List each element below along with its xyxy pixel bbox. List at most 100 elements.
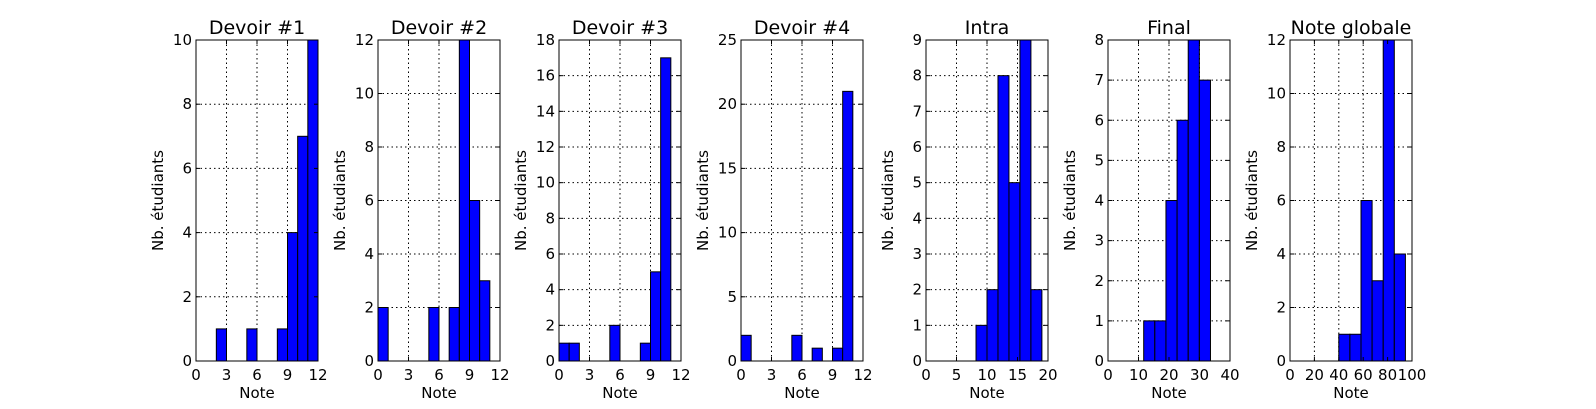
x-axis-label: Note — [1151, 384, 1187, 402]
histogram-bar — [842, 90, 854, 362]
histogram-bar — [568, 342, 580, 362]
x-tick-label: 12 — [671, 366, 690, 384]
x-tick-label: 10 — [977, 366, 996, 384]
histogram-bar — [215, 328, 227, 362]
histogram-bar — [1176, 119, 1189, 362]
x-tick-label: 9 — [283, 366, 293, 384]
histogram-bar — [558, 342, 570, 362]
y-tick-label: 9 — [912, 31, 922, 49]
y-tick-label: 8 — [182, 95, 192, 113]
histogram-bar — [609, 324, 621, 362]
y-tick-label: 10 — [1267, 85, 1286, 103]
y-tick-label: 6 — [364, 192, 374, 210]
histogram-bar — [1371, 280, 1384, 362]
x-tick-label: 0 — [921, 366, 931, 384]
y-tick-label: 8 — [912, 67, 922, 85]
histogram-bar — [1360, 200, 1373, 362]
y-axis-label: Nb. étudiants — [694, 150, 712, 251]
x-tick-label: 20 — [1159, 366, 1178, 384]
y-tick-label: 2 — [182, 288, 192, 306]
chart-title: Intra — [965, 17, 1010, 39]
y-tick-label: 10 — [718, 224, 737, 242]
histogram-bar — [1019, 39, 1032, 362]
y-tick-label: 2 — [912, 281, 922, 299]
x-tick-label: 9 — [646, 366, 656, 384]
y-tick-label: 6 — [182, 159, 192, 177]
y-axis-label: Nb. étudiants — [512, 150, 530, 251]
y-tick-label: 18 — [536, 31, 555, 49]
x-tick-label: 3 — [767, 366, 777, 384]
chart-title: Final — [1147, 17, 1191, 39]
y-tick-label: 8 — [1276, 138, 1286, 156]
y-tick-label: 2 — [364, 299, 374, 317]
histogram-bar — [458, 39, 471, 362]
x-axis-label: Note — [239, 384, 275, 402]
x-tick-label: 6 — [797, 366, 807, 384]
y-tick-label: 8 — [1094, 31, 1104, 49]
x-axis-label: Note — [1333, 384, 1369, 402]
y-tick-label: 10 — [536, 174, 555, 192]
y-tick-label: 2 — [1094, 272, 1104, 290]
chart-title: Devoir #4 — [754, 17, 850, 39]
y-tick-label: 6 — [912, 138, 922, 156]
histogram-bar — [246, 328, 258, 362]
y-tick-label: 3 — [912, 245, 922, 263]
y-tick-label: 6 — [1276, 192, 1286, 210]
y-tick-label: 5 — [1094, 151, 1104, 169]
y-tick-label: 6 — [1094, 111, 1104, 129]
x-tick-label: 20 — [1305, 366, 1324, 384]
histogram-bar — [791, 334, 803, 362]
histogram-panel-5: 0 5 10 15 20 0 1 2 3 4 5 6 7 8 9 Intra Note Nb. étudiants — [879, 17, 1058, 402]
histogram-panel-3: 0 3 6 9 12 0 2 4 6 8 10 12 14 16 18 Devoir #3 Note Nb. ét… — [512, 17, 691, 402]
y-tick-label: 2 — [1276, 299, 1286, 317]
histogram-bar — [975, 324, 988, 362]
histogram-bar — [428, 307, 440, 362]
y-tick-label: 0 — [912, 352, 922, 370]
y-tick-label: 7 — [912, 102, 922, 120]
x-tick-label: 20 — [1038, 366, 1057, 384]
histogram-bar — [1382, 39, 1395, 362]
histogram-bar — [1143, 320, 1156, 362]
y-tick-label: 4 — [182, 224, 192, 242]
y-tick-label: 4 — [364, 245, 374, 263]
x-tick-label: 40 — [1220, 366, 1239, 384]
y-tick-label: 0 — [1276, 352, 1286, 370]
x-axis-label: Note — [969, 384, 1005, 402]
y-tick-label: 12 — [355, 31, 374, 49]
y-tick-label: 7 — [1094, 71, 1104, 89]
y-tick-label: 1 — [1094, 312, 1104, 330]
y-tick-label: 4 — [1276, 245, 1286, 263]
histogram-bar — [997, 75, 1010, 362]
y-tick-label: 5 — [727, 288, 737, 306]
y-tick-label: 20 — [718, 95, 737, 113]
x-tick-label: 0 — [191, 366, 201, 384]
x-tick-label: 60 — [1354, 366, 1373, 384]
histogram-bar — [740, 334, 752, 362]
x-axis-label: Note — [602, 384, 638, 402]
histogram-panel-1: 0 3 6 9 12 0 2 4 6 8 10 Devoir #1 Note Nb. étudiants — [149, 17, 328, 402]
y-axis-label: Nb. étudiants — [331, 150, 349, 251]
y-tick-label: 0 — [1094, 352, 1104, 370]
histogram-bar — [307, 39, 319, 362]
x-tick-label: 0 — [736, 366, 746, 384]
y-tick-label: 15 — [718, 159, 737, 177]
histogram-bar — [639, 342, 651, 362]
histogram-bar — [1338, 333, 1351, 362]
x-tick-label: 0 — [373, 366, 383, 384]
y-axis-label: Nb. étudiants — [1061, 150, 1079, 251]
x-tick-label: 40 — [1329, 366, 1348, 384]
histogram-bar — [469, 200, 481, 362]
histogram-bar — [986, 289, 999, 362]
x-tick-label: 12 — [490, 366, 509, 384]
x-tick-label: 9 — [465, 366, 475, 384]
histogram-bar — [276, 328, 289, 362]
histogram-panel-4: 0 3 6 9 12 0 5 10 15 20 25 Devoir #4 Note Nb. étudian… — [694, 17, 873, 402]
x-axis-label: Note — [421, 384, 457, 402]
chart-title: Devoir #2 — [391, 17, 487, 39]
y-tick-label: 4 — [545, 281, 555, 299]
y-tick-label: 1 — [912, 316, 922, 334]
y-tick-label: 2 — [545, 316, 555, 334]
y-tick-label: 0 — [182, 352, 192, 370]
histogram-bar — [1165, 200, 1178, 362]
